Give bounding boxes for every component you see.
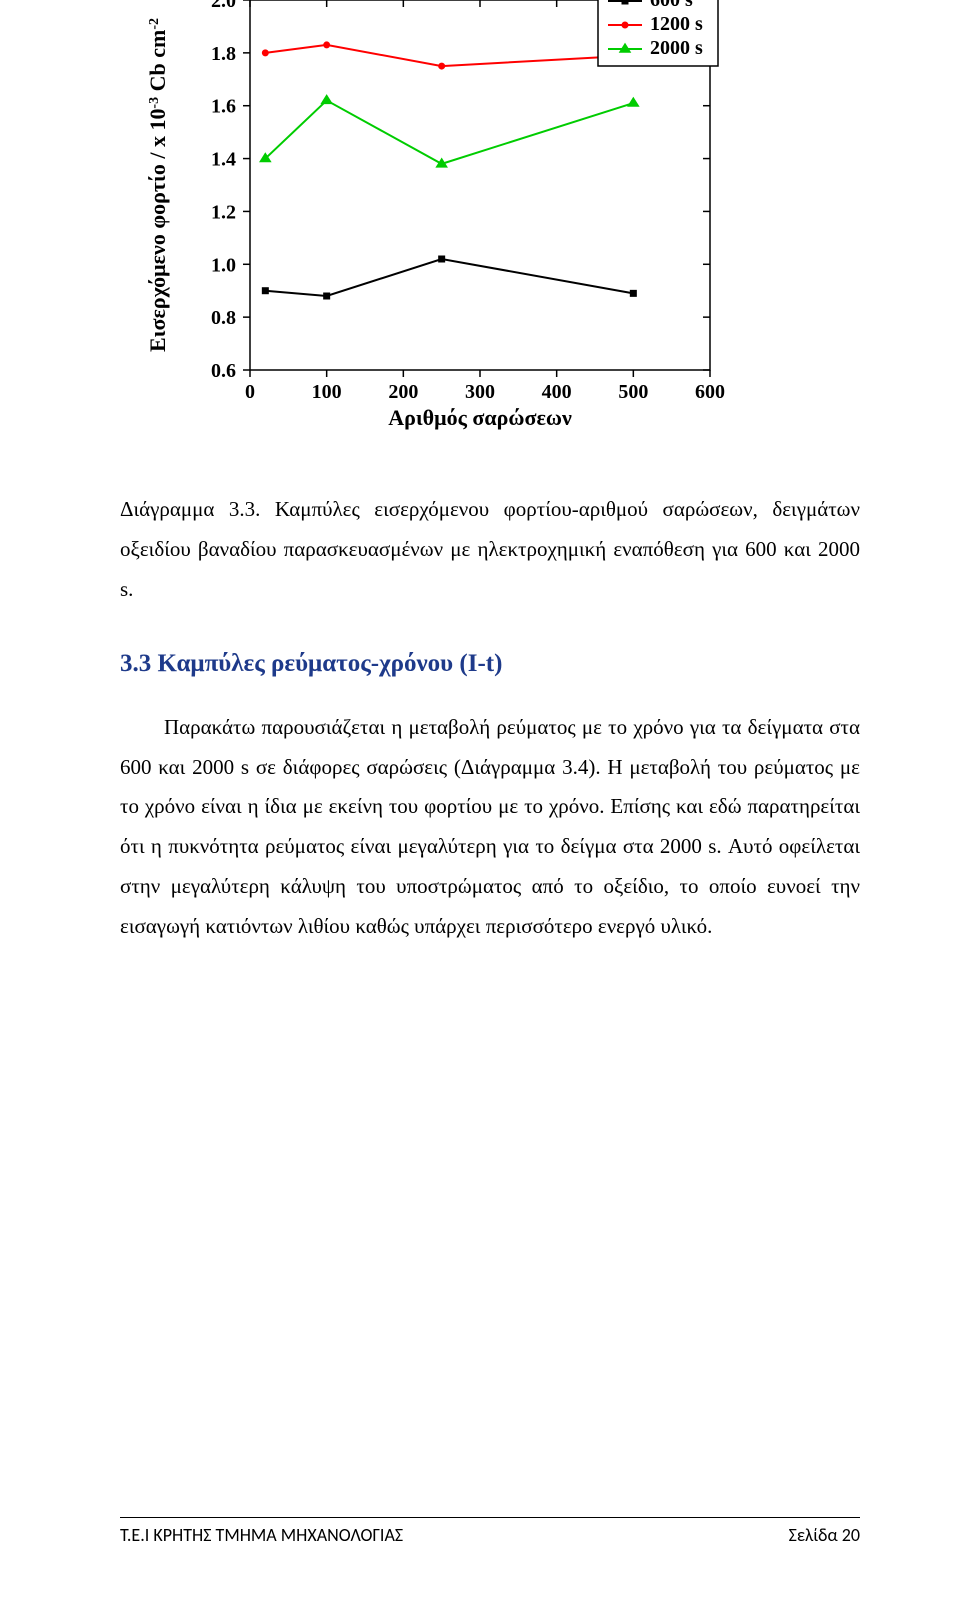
svg-text:1.4: 1.4 <box>211 149 236 171</box>
svg-text:300: 300 <box>465 381 495 403</box>
footer-left: Τ.Ε.Ι ΚΡΗΤΗΣ ΤΜΗΜΑ ΜΗΧΑΝΟΛΟΓΙΑΣ <box>120 1524 403 1546</box>
svg-text:500: 500 <box>618 381 648 403</box>
svg-text:400: 400 <box>542 381 572 403</box>
svg-text:1.8: 1.8 <box>211 43 236 65</box>
svg-text:1.6: 1.6 <box>211 96 236 118</box>
svg-text:2.0: 2.0 <box>211 0 236 12</box>
svg-text:Αριθμός σαρώσεων: Αριθμός σαρώσεων <box>388 405 572 430</box>
svg-text:200: 200 <box>388 381 418 403</box>
svg-text:Εισερχόμενο φορτίο / x 10-3 Cb: Εισερχόμενο φορτίο / x 10-3 Cb cm-2 <box>145 18 170 352</box>
svg-text:100: 100 <box>312 381 342 403</box>
figure-caption: Διάγραμμα 3.3. Καμπύλες εισερχόμενου φορ… <box>120 490 860 610</box>
svg-text:0.6: 0.6 <box>211 360 236 382</box>
svg-text:600 s: 600 s <box>650 0 693 11</box>
chart-container: 0 100 200 300 400 500 600 0.6 0.8 1.0 1.2 1.4 1.6 1.8… <box>120 0 740 450</box>
footer-right: Σελίδα 20 <box>789 1524 860 1546</box>
section-heading: 3.3 Καμπύλες ρεύματος-χρόνου (I-t) <box>120 650 860 678</box>
svg-text:2000 s: 2000 s <box>650 37 703 59</box>
svg-text:600: 600 <box>695 381 725 403</box>
svg-text:0: 0 <box>245 381 255 403</box>
svg-text:0.8: 0.8 <box>211 307 236 329</box>
page-footer: Τ.Ε.Ι ΚΡΗΤΗΣ ΤΜΗΜΑ ΜΗΧΑΝΟΛΟΓΙΑΣ Σελίδα 2… <box>120 1517 860 1546</box>
svg-text:1200 s: 1200 s <box>650 13 703 35</box>
svg-text:1.2: 1.2 <box>211 201 236 223</box>
svg-text:1.0: 1.0 <box>211 254 236 276</box>
line-chart: 0 100 200 300 400 500 600 0.6 0.8 1.0 1.2 1.4 1.6 1.8… <box>120 0 740 450</box>
body-paragraph: Παρακάτω παρουσιάζεται η μεταβολή ρεύματ… <box>120 708 860 947</box>
